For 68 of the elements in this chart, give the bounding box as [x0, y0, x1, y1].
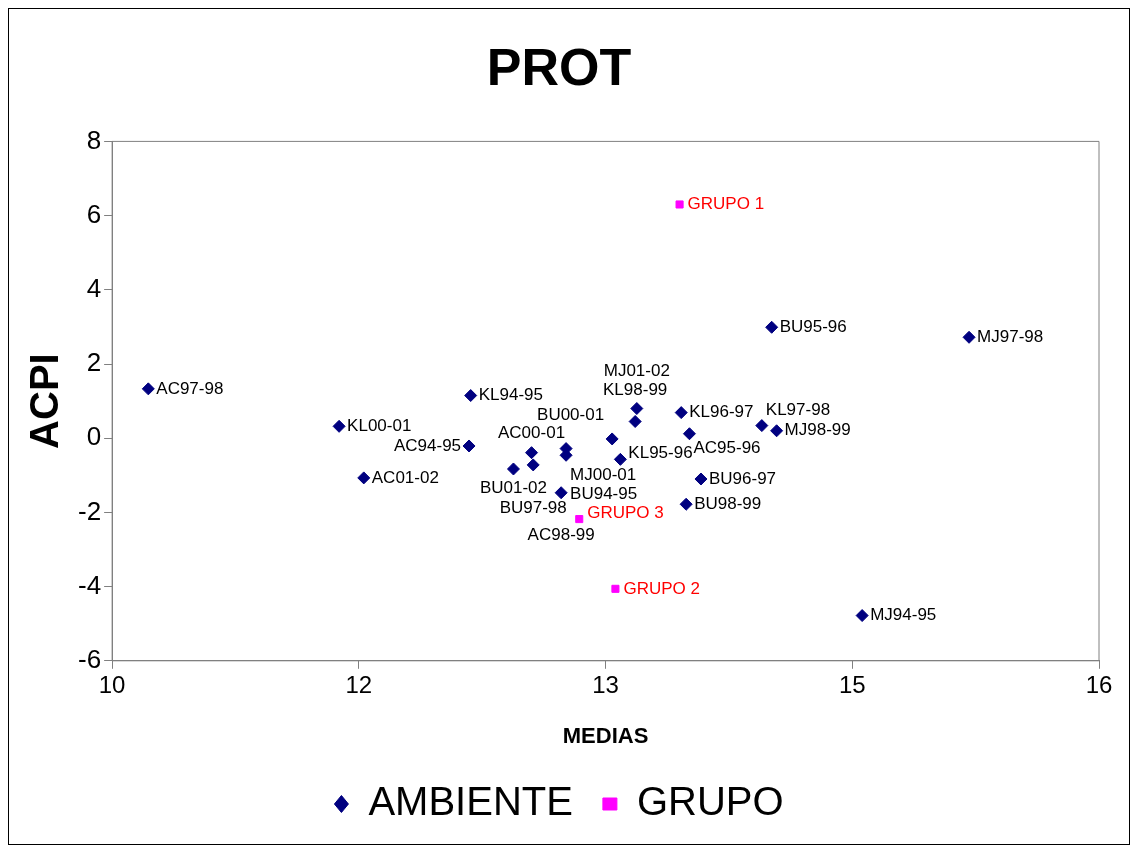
point	[755, 419, 769, 433]
point	[962, 330, 976, 344]
point	[526, 458, 540, 472]
chart-title: PROT	[486, 37, 632, 96]
annotation: BU01-02	[479, 477, 548, 497]
annotation: KL98-99	[603, 380, 668, 400]
legend-label: AMBIENTE	[368, 779, 573, 824]
point	[765, 320, 779, 334]
legend-label: GRUPO	[636, 779, 784, 824]
annotation: MJ00-01	[570, 465, 637, 485]
annotation: MJ94-95	[870, 605, 937, 625]
annotation: KL96-97	[689, 402, 754, 422]
x-axis-title: MEDIAS	[562, 722, 649, 748]
y-tick-label: 0	[86, 421, 102, 452]
point	[770, 424, 784, 438]
y-tick-label: 2	[86, 347, 102, 378]
x-tick-label: 15	[838, 670, 866, 698]
annotation: GRUPO 3	[587, 502, 664, 522]
annotation: KL00-01	[347, 416, 412, 436]
point	[554, 486, 568, 500]
annotation: KL97-98	[765, 400, 831, 420]
point	[628, 415, 642, 429]
point	[462, 439, 476, 453]
annotation: BU00-01	[537, 404, 605, 424]
point	[630, 402, 644, 416]
point	[611, 584, 620, 593]
x-tick-label: 12	[345, 670, 373, 698]
annotation: AC01-02	[371, 467, 439, 487]
x-tick-label: 16	[1085, 670, 1113, 698]
annotation: BU95-96	[779, 316, 847, 336]
point	[613, 452, 627, 466]
point	[679, 497, 693, 511]
point	[694, 472, 708, 486]
annotation: GRUPO 2	[623, 578, 700, 598]
annotation: KL94-95	[478, 385, 543, 405]
y-tick-label: 8	[86, 124, 102, 155]
annotation: MJ01-02	[603, 361, 670, 381]
point	[357, 471, 371, 485]
point	[141, 382, 155, 396]
annotation: BU96-97	[708, 468, 777, 488]
annotation: AC00-01	[498, 423, 566, 443]
point	[525, 446, 539, 460]
y-tick-label: -4	[77, 569, 102, 600]
point	[575, 515, 584, 524]
annotation: AC98-99	[527, 525, 595, 545]
point	[855, 609, 869, 623]
annotation: AC95-96	[693, 438, 761, 458]
annotation: MJ98-99	[784, 420, 851, 440]
point	[675, 200, 684, 209]
point	[674, 406, 688, 420]
point	[682, 427, 696, 441]
annotation: AC94-95	[393, 435, 462, 455]
y-tick-label: -2	[77, 495, 102, 526]
annotation: GRUPO 1	[687, 194, 765, 214]
annotation: KL95-96	[628, 443, 693, 463]
point	[605, 432, 619, 446]
y-tick-label: 4	[86, 272, 102, 303]
x-tick-label: 13	[592, 670, 619, 698]
point	[464, 389, 478, 403]
annotation: MJ97-98	[977, 326, 1044, 346]
y-tick-label: 6	[86, 198, 102, 229]
point	[332, 419, 346, 433]
y-axis-title: ACPI	[22, 353, 67, 449]
annotation: AC97-98	[156, 378, 224, 398]
annotation: BU98-99	[694, 493, 762, 513]
point	[506, 462, 520, 476]
annotation: BU94-95	[570, 483, 638, 503]
annotation: BU97-98	[499, 497, 567, 517]
